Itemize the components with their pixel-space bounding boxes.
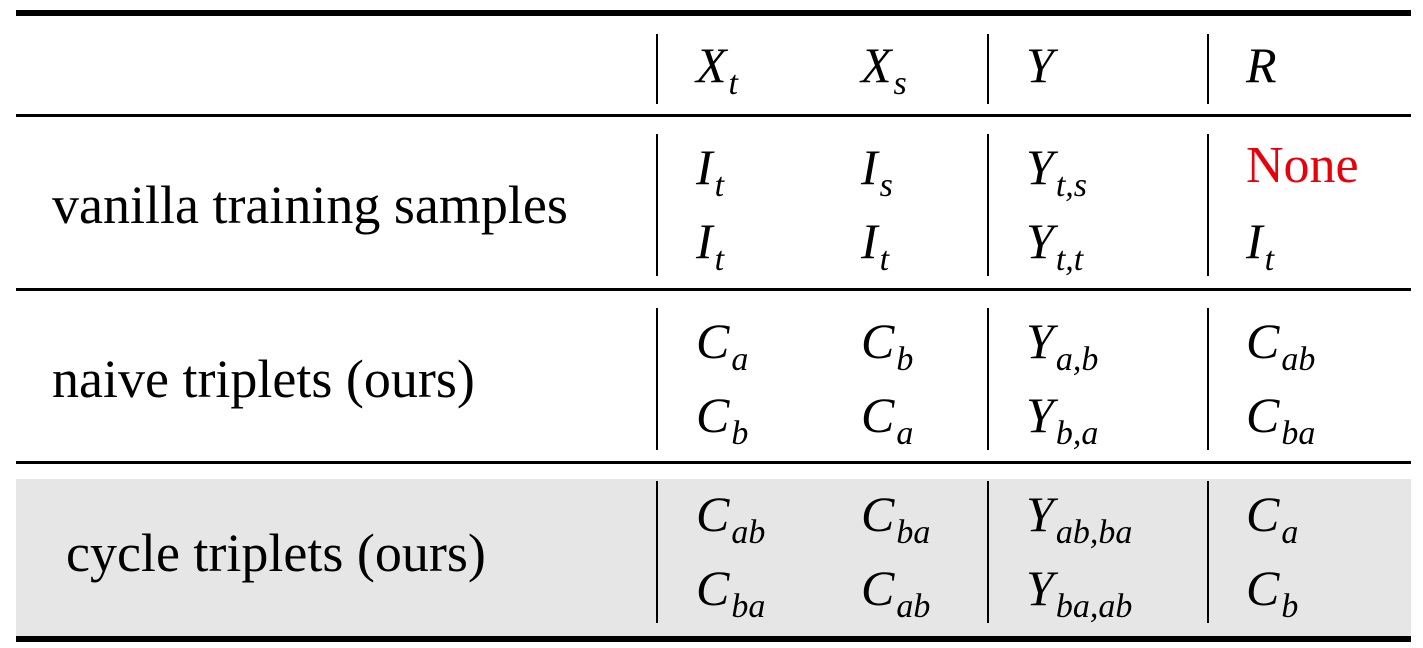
col-divider xyxy=(656,481,658,623)
row-label-cycle: cycle triplets (ours) xyxy=(66,523,486,583)
table-cell: Yt,t xyxy=(1026,213,1084,278)
col-divider xyxy=(1207,308,1209,450)
table-cell: It xyxy=(696,213,725,278)
top-rule xyxy=(16,10,1411,16)
table-cell: Yt,s xyxy=(1026,139,1087,204)
none-value: None xyxy=(1246,137,1359,194)
table-cell: Cba xyxy=(1246,387,1316,452)
row-label-vanilla: vanilla training samples xyxy=(52,175,568,235)
comparison-table: Xt Xs Y R vanilla training samples It Is… xyxy=(16,10,1411,642)
table-cell: Yb,a xyxy=(1026,387,1099,452)
table-cell: Cba xyxy=(861,486,931,551)
col-divider xyxy=(1207,34,1209,104)
table-cell: It xyxy=(1246,213,1275,278)
table-cell: Cb xyxy=(861,313,914,378)
bottom-rule xyxy=(16,636,1411,642)
header-col-xt: Xt xyxy=(696,37,738,102)
table-cell: Yab,ba xyxy=(1026,486,1133,551)
table-cell: It xyxy=(861,213,890,278)
highlight-row-background xyxy=(16,479,1411,637)
table-cell: Cb xyxy=(696,387,749,452)
col-divider xyxy=(1207,481,1209,623)
col-divider xyxy=(987,481,989,623)
group-rule-1 xyxy=(16,288,1411,291)
col-divider xyxy=(987,134,989,276)
table-cell: It xyxy=(696,139,725,204)
header-col-xs: Xs xyxy=(861,37,907,102)
table-cell: Cba xyxy=(696,560,766,625)
table-cell: Ca xyxy=(861,387,914,452)
table-cell: Ya,b xyxy=(1026,313,1099,378)
table-cell: Cab xyxy=(696,486,766,551)
group-rule-2 xyxy=(16,461,1411,464)
col-divider xyxy=(656,308,658,450)
header-col-r: R xyxy=(1246,37,1277,93)
table-cell: Cb xyxy=(1246,560,1299,625)
header-col-y: Y xyxy=(1026,37,1054,93)
col-divider xyxy=(1207,134,1209,276)
table-cell: Yba,ab xyxy=(1026,560,1133,625)
table-cell: Cab xyxy=(861,560,931,625)
table-cell: Ca xyxy=(696,313,749,378)
col-divider xyxy=(987,308,989,450)
table-cell: Ca xyxy=(1246,486,1299,551)
col-divider xyxy=(656,134,658,276)
col-divider xyxy=(987,34,989,104)
table-cell: Is xyxy=(861,139,893,204)
header-rule xyxy=(16,114,1411,117)
row-label-naive: naive triplets (ours) xyxy=(52,349,475,409)
col-divider xyxy=(656,34,658,104)
table-cell: Cab xyxy=(1246,313,1316,378)
